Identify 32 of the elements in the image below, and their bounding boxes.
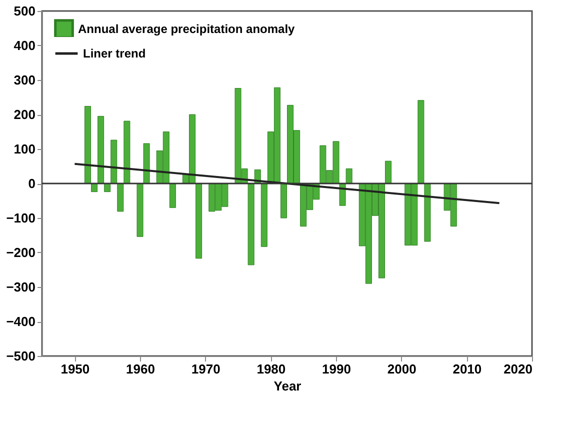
y-tick-label: −200 <box>6 245 36 260</box>
y-tick-label: 0 <box>28 176 36 191</box>
bar <box>124 120 130 184</box>
y-tick-label: 200 <box>14 107 36 122</box>
y-tick-label: 300 <box>14 72 36 88</box>
x-tick-label: 2000 <box>387 362 416 376</box>
y-tick-label: 500 <box>14 4 36 18</box>
y-tick-label: 100 <box>14 142 36 156</box>
x-tick-label: 2010 <box>452 362 482 376</box>
bar <box>98 116 104 184</box>
bar <box>196 183 202 259</box>
y-tick-label: 400 <box>14 38 36 53</box>
bar <box>280 183 287 218</box>
legend-label: Annual average precipitation anomaly <box>78 22 296 36</box>
bar <box>260 183 268 247</box>
x-tick-label: 1990 <box>322 362 351 376</box>
y-tick-label: −500 <box>6 348 36 364</box>
x-tick-label: 1960 <box>126 362 155 376</box>
x-tick-label: 2020 <box>504 362 532 376</box>
legend-label: Liner trend <box>83 46 146 60</box>
bar <box>385 160 392 184</box>
y-tick-label: −400 <box>6 314 36 329</box>
x-tick-label: 1950 <box>60 362 90 376</box>
bar <box>84 106 91 184</box>
bar <box>110 140 118 184</box>
bar <box>117 183 124 212</box>
x-tick-label: 1970 <box>191 362 220 376</box>
bar <box>169 183 176 208</box>
y-tick-label: −100 <box>6 210 36 226</box>
x-tick-label: 1980 <box>256 362 286 376</box>
x-axis-title: Year <box>274 378 302 394</box>
y-tick-label: −300 <box>6 280 36 294</box>
